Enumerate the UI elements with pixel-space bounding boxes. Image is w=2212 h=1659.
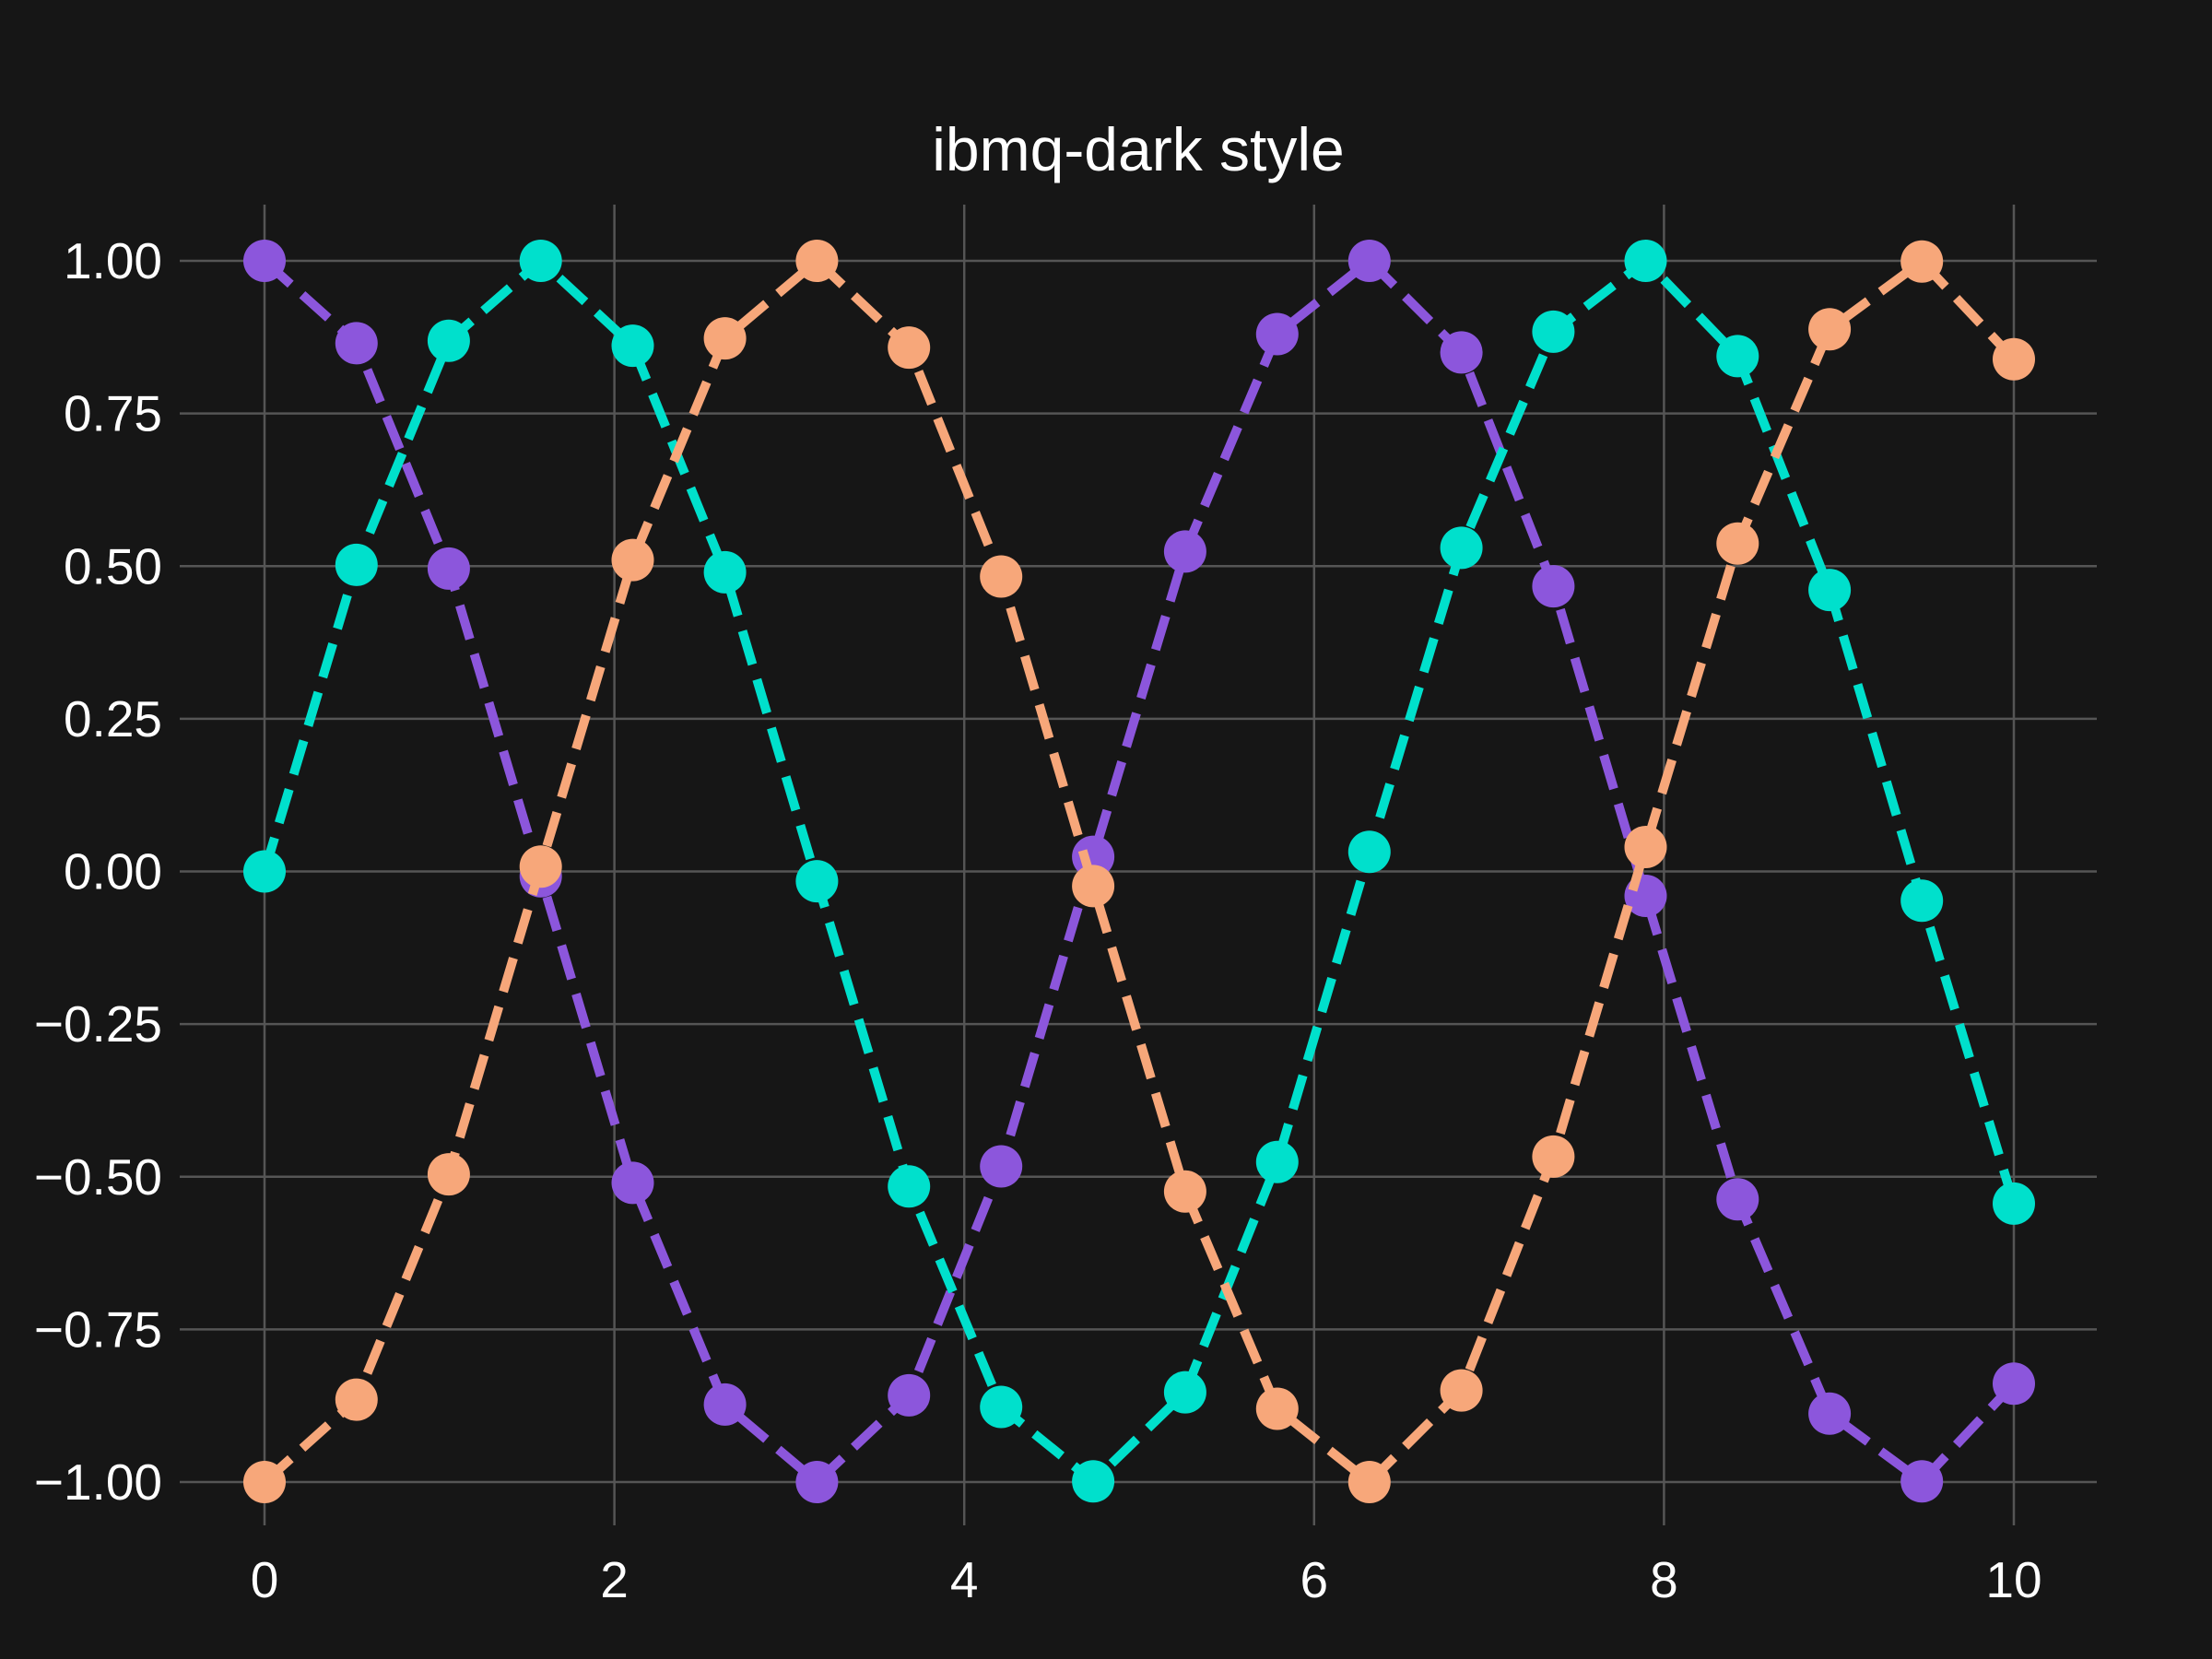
data-point [703,1382,747,1426]
data-point [1072,835,1115,878]
x-tick-label: 0 [251,1551,279,1608]
data-point [1072,1460,1115,1503]
data-point [1440,526,1483,570]
x-axis-ticks: 0 2 4 6 8 10 [251,1551,2042,1608]
data-point [1072,865,1115,908]
x-tick-label: 2 [600,1551,629,1608]
data-point [1163,530,1206,573]
data-point [1532,1135,1575,1178]
data-point [427,547,470,590]
y-tick-label: 0.50 [64,537,162,594]
y-tick-label: 0.00 [64,843,162,900]
data-point [1716,1178,1759,1221]
data-point [1440,331,1483,374]
y-tick-label: 0.25 [64,690,162,747]
data-point [1808,1392,1852,1435]
data-point [1900,879,1944,923]
data-point [888,1165,931,1208]
data-point [1624,826,1667,868]
y-tick-label: −0.75 [34,1300,162,1358]
data-point [795,240,839,282]
data-point [1347,1461,1391,1503]
data-point [611,324,654,368]
x-tick-label: 6 [1300,1551,1329,1608]
data-point [1440,1369,1483,1412]
series-line [261,256,2018,1487]
data-point [1532,565,1575,608]
data-point [611,538,654,582]
data-point [703,317,747,360]
data-point [980,1145,1023,1188]
data-point [1993,337,2035,381]
data-point [1993,1182,2035,1225]
data-point [1624,240,1667,282]
data-point [1255,312,1299,356]
data-point [1716,522,1759,565]
series-3 [243,240,2035,1503]
data-point [795,1461,839,1503]
data-point [980,1385,1023,1429]
y-tick-label: 1.00 [64,232,162,289]
data-point [1347,830,1391,874]
series-1 [243,240,2035,1503]
data-point [427,1153,470,1196]
y-tick-label: 0.75 [64,385,162,442]
data-point [1255,1387,1299,1430]
data-point [703,550,747,594]
series-2 [243,240,2035,1503]
data-point [335,322,378,365]
y-tick-label: −1.00 [34,1453,162,1511]
data-point [888,326,931,370]
data-point [519,845,562,888]
data-point [243,240,286,282]
data-point [1993,1362,2035,1406]
data-point [1255,1140,1299,1183]
series-line [261,256,2018,1487]
x-tick-label: 4 [950,1551,979,1608]
data-point [1532,310,1575,353]
data-point [888,1373,931,1417]
data-point [1163,1170,1206,1213]
data-point [243,850,286,893]
data-point [611,1161,654,1205]
data-point [980,555,1023,598]
data-point [1716,335,1759,378]
chart-title: ibmq-dark style [932,115,1344,183]
x-tick-label: 8 [1650,1551,1678,1608]
data-point [795,860,839,903]
data-point [427,319,470,362]
y-tick-label: −0.50 [34,1148,162,1206]
data-point [519,240,562,282]
y-tick-label: −0.25 [34,995,162,1053]
data-point [1808,569,1852,612]
x-tick-label: 10 [1985,1551,2041,1608]
data-point [335,1378,378,1421]
series-line [260,256,2018,1487]
data-point [335,543,378,586]
data-point [1900,1460,1944,1503]
data-point [1163,1371,1206,1414]
data-point [1347,240,1391,282]
data-point [243,1461,286,1503]
series-layer [243,240,2035,1503]
y-axis-ticks: 1.00 0.75 0.50 0.25 0.00 −0.25 −0.50 −0.75 −1.00 [34,232,162,1511]
data-point [1808,308,1852,351]
data-point [1900,240,1944,283]
